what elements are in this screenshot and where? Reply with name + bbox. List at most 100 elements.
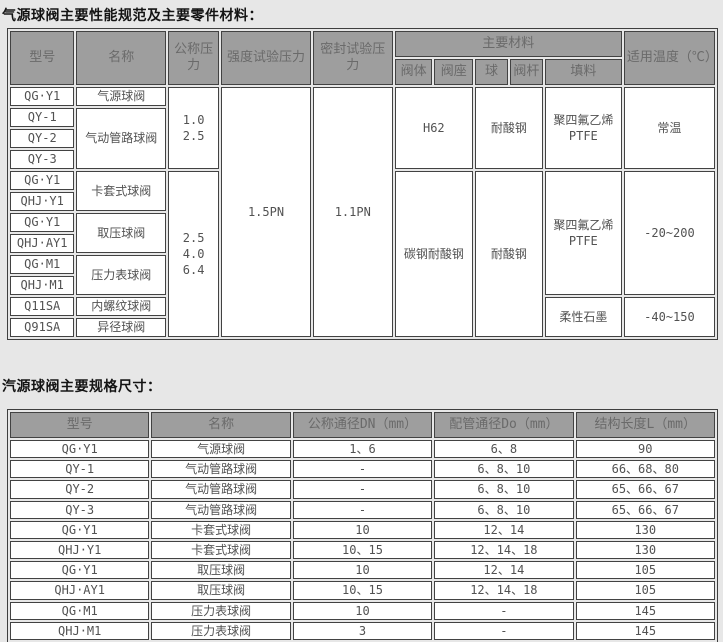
table-row: QHJ·M1 压力表球阀 3 - 145 bbox=[10, 621, 715, 640]
col-header-model: 型号 bbox=[10, 31, 75, 85]
cell-model: Q91SA bbox=[10, 318, 75, 337]
table-row: Q91SA 异径球阀 bbox=[10, 318, 715, 337]
cell-model: QHJ·M1 bbox=[10, 276, 75, 295]
cell-pipe-diameter: 6、8、10 bbox=[434, 480, 574, 499]
table-row: QG·Y1 取压球阀 bbox=[10, 213, 715, 253]
cell-structure-length: 130 bbox=[575, 540, 715, 560]
cell-pipe-diameter: 6、8 bbox=[434, 440, 574, 459]
cell-model: QY-3 bbox=[10, 500, 150, 519]
cell-material-ball-stem: 耐酸钢 bbox=[475, 171, 543, 337]
table-row: Q11SA 内螺纹球阀 柔性石墨 -40~150 bbox=[10, 297, 715, 337]
cell-valve-name: 卡套式球阀 bbox=[76, 171, 167, 211]
cell-structure-length: 66、68、80 bbox=[575, 460, 715, 479]
cell-model: QHJ·M1 bbox=[10, 621, 150, 640]
cell-model: QY-1 bbox=[10, 108, 75, 127]
cell-model: QHJ·Y1 bbox=[10, 540, 150, 560]
cell-model: QG·M1 bbox=[10, 601, 150, 620]
table-row: QY-1 气动管路球阀 - 6、8、10 66、68、80 bbox=[10, 460, 715, 479]
cell-model: QG·Y1 bbox=[10, 520, 150, 539]
cell-pipe-diameter: 6、8、10 bbox=[434, 500, 574, 519]
cell-valve-name: 气动管路球阀 bbox=[151, 460, 291, 479]
cell-model: QY-1 bbox=[10, 460, 150, 479]
cell-valve-name: 取压球阀 bbox=[76, 213, 167, 253]
cell-model: QHJ·AY1 bbox=[10, 234, 75, 253]
header-row: 型号 名称 公称通径DN（mm） 配管通径Do（mm） 结构长度L（mm） bbox=[10, 412, 715, 438]
header-row-1: 型号 名称 公称压力 强度试验压力 密封试验压力 主要材料 适用温度（℃） bbox=[10, 31, 718, 85]
cell-model: QY-2 bbox=[10, 480, 150, 499]
cell-valve-name: 取压球阀 bbox=[151, 561, 291, 580]
cell-structure-length: 90 bbox=[575, 440, 715, 459]
table-row: QHJ·M1 bbox=[10, 276, 715, 295]
cell-pipe-diameter: 12、14、18 bbox=[434, 581, 574, 600]
cell-model: QHJ·AY1 bbox=[10, 581, 150, 600]
cell-packing: 聚四氟乙烯PTFE bbox=[544, 87, 622, 169]
table-row: QY-3 bbox=[10, 150, 715, 169]
col-header-nominal-diameter: 公称通径DN（mm） bbox=[292, 412, 433, 438]
cell-structure-length: 145 bbox=[575, 621, 715, 640]
cell-structure-length: 65、66、67 bbox=[575, 480, 715, 499]
cell-structure-length: 145 bbox=[575, 601, 715, 620]
cell-model: Q11SA bbox=[10, 297, 75, 316]
dimensions-title: 汽源球阀主要规格尺寸： bbox=[2, 379, 162, 395]
cell-nominal-diameter: - bbox=[292, 480, 433, 499]
col-header-pipe-diameter: 配管通径Do（mm） bbox=[434, 412, 574, 438]
table-row: QG·Y1 气源球阀 1、6 6、8 90 bbox=[10, 440, 715, 459]
cell-pipe-diameter: 6、8、10 bbox=[434, 460, 574, 479]
col-header-packing: 填料 bbox=[544, 59, 622, 85]
cell-model: QY-3 bbox=[10, 150, 75, 169]
col-header-model: 型号 bbox=[10, 412, 150, 438]
cell-valve-name: 压力表球阀 bbox=[76, 255, 167, 295]
cell-pipe-diameter: - bbox=[434, 621, 574, 640]
cell-nominal-diameter: 10 bbox=[292, 520, 433, 539]
cell-seal-test: 1.1PN bbox=[312, 87, 393, 337]
cell-nominal-pressure: 1.0 2.5 bbox=[168, 87, 220, 169]
cell-material-ball-stem: 耐酸钢 bbox=[475, 87, 543, 169]
cell-material-body-seat: 碳钢耐酸钢 bbox=[394, 171, 473, 337]
cell-nominal-pressure: 2.5 4.0 6.4 bbox=[168, 171, 220, 337]
cell-valve-name: 异径球阀 bbox=[76, 318, 167, 337]
table-row: QY-3 气动管路球阀 - 6、8、10 65、66、67 bbox=[10, 500, 715, 519]
cell-structure-length: 105 bbox=[575, 581, 715, 600]
col-header-strength-test: 强度试验压力 bbox=[221, 31, 311, 85]
cell-nominal-diameter: 10 bbox=[292, 601, 433, 620]
table-row: QY-2 bbox=[10, 129, 715, 148]
col-header-seal-test: 密封试验压力 bbox=[312, 31, 393, 85]
cell-pipe-diameter: 12、14 bbox=[434, 561, 574, 580]
header-row-2: 阀体 阀座 球 阀杆 填料 bbox=[10, 59, 715, 85]
cell-valve-name: 内螺纹球阀 bbox=[76, 297, 167, 316]
dimensions-table: 型号 名称 公称通径DN（mm） 配管通径Do（mm） 结构长度L（mm） QG… bbox=[7, 409, 718, 642]
cell-material-body-seat: H62 bbox=[394, 87, 473, 169]
cell-model: QG·Y1 bbox=[10, 87, 75, 106]
col-header-name: 名称 bbox=[76, 31, 167, 85]
table-row: QHJ·AY1 bbox=[10, 234, 715, 253]
col-header-structure-length: 结构长度L（mm） bbox=[575, 412, 715, 438]
cell-valve-name: 压力表球阀 bbox=[151, 601, 291, 620]
cell-valve-name: 取压球阀 bbox=[151, 581, 291, 600]
cell-packing: 聚四氟乙烯PTFE bbox=[544, 171, 622, 295]
col-header-valve-body: 阀体 bbox=[394, 59, 433, 85]
table-row: QHJ·AY1 取压球阀 10、15 12、14、18 105 bbox=[10, 581, 715, 600]
cell-model: QG·M1 bbox=[10, 255, 75, 274]
col-header-temperature: 适用温度（℃） bbox=[623, 31, 718, 85]
cell-pipe-diameter: - bbox=[434, 601, 574, 620]
cell-strength-test: 1.5PN bbox=[221, 87, 311, 337]
col-header-ball: 球 bbox=[475, 59, 508, 85]
col-header-nominal-pressure: 公称压力 bbox=[168, 31, 220, 85]
cell-model: QHJ·Y1 bbox=[10, 192, 75, 211]
performance-spec-title: 气源球阀主要性能规范及主要零件材料： bbox=[2, 8, 263, 24]
col-header-main-materials: 主要材料 bbox=[394, 31, 622, 57]
cell-nominal-diameter: - bbox=[292, 500, 433, 519]
cell-valve-name: 气源球阀 bbox=[151, 440, 291, 459]
table-row: QG·M1 压力表球阀 10 - 145 bbox=[10, 601, 715, 620]
table-row: QY-1 气动管路球阀 bbox=[10, 108, 715, 169]
cell-structure-length: 105 bbox=[575, 561, 715, 580]
cell-temperature: 常温 bbox=[623, 87, 715, 169]
col-header-stem: 阀杆 bbox=[509, 59, 543, 85]
table-row: QHJ·Y1 卡套式球阀 10、15 12、14、18 130 bbox=[10, 540, 715, 560]
table-row: QY-2 气动管路球阀 - 6、8、10 65、66、67 bbox=[10, 480, 715, 499]
cell-valve-name: 卡套式球阀 bbox=[151, 540, 291, 560]
cell-valve-name: 气源球阀 bbox=[76, 87, 167, 106]
cell-valve-name: 气动管路球阀 bbox=[76, 108, 167, 169]
table-row: QG·Y1 卡套式球阀 10 12、14 130 bbox=[10, 520, 715, 539]
